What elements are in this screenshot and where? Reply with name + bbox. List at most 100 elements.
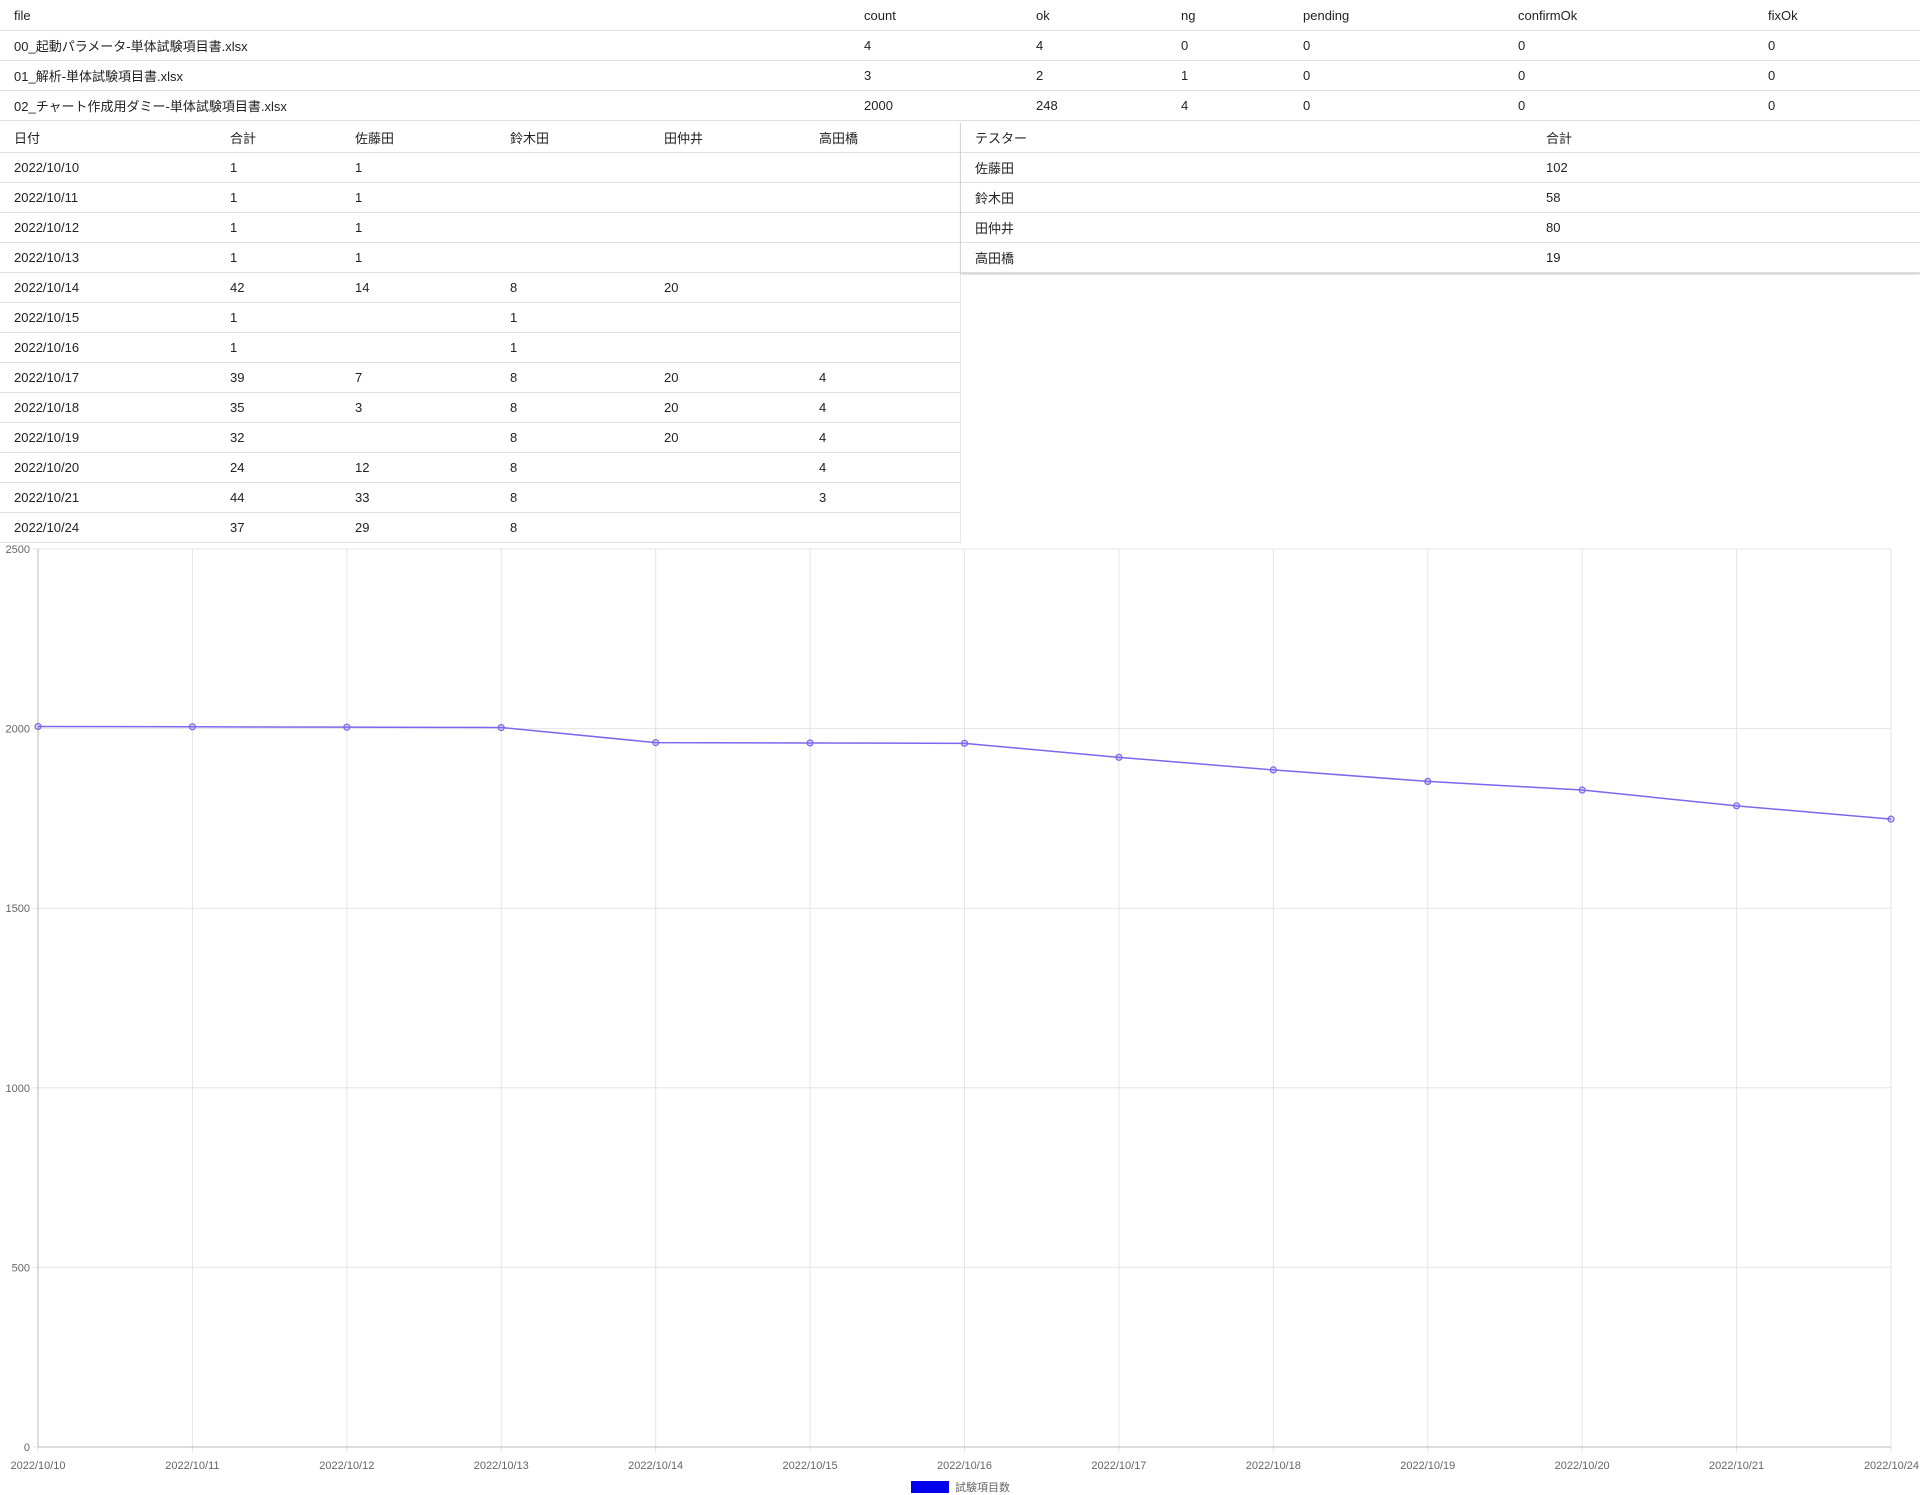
daily-cell: 33 — [341, 482, 496, 513]
file-cell: 0 — [1504, 90, 1754, 121]
file-cell: 248 — [1022, 90, 1167, 121]
file-cell: 4 — [1022, 30, 1167, 61]
daily-cell — [805, 182, 960, 213]
data-point — [1115, 753, 1123, 761]
daily-cell: 1 — [341, 242, 496, 273]
daily-cell: 1 — [216, 182, 341, 213]
file-cell: 1 — [1167, 60, 1289, 91]
data-point — [1732, 802, 1741, 810]
daily-cell: 1 — [496, 332, 650, 363]
tester-cell: 田仲井 — [961, 212, 1532, 243]
file-table-row: 00_起動パラメータ-単体試験項目書.xlsx 4 4 0 0 0 0 — [0, 30, 1920, 61]
file-cell: 0 — [1504, 30, 1754, 61]
data-point — [497, 723, 505, 732]
daily-cell: 2022/10/17 — [0, 362, 216, 393]
daily-cell: 24 — [216, 452, 341, 483]
file-cell: 0 — [1754, 30, 1920, 61]
daily-cell — [650, 152, 805, 183]
daily-table-row: 2022/10/20 24 12 8 4 — [0, 452, 960, 483]
daily-table-row: 2022/10/15 1 1 — [0, 302, 960, 333]
x-tick-label: 2022/10/17 — [1091, 1460, 1146, 1472]
daily-cell: 8 — [496, 422, 650, 453]
file-cell: 01_解析-単体試験項目書.xlsx — [0, 60, 850, 91]
daily-cell: 2022/10/21 — [0, 482, 216, 513]
daily-cell: 39 — [216, 362, 341, 393]
daily-cell: 8 — [496, 272, 650, 303]
daily-cell: 8 — [496, 452, 650, 483]
tester-table-row: 鈴木田 58 — [961, 182, 1920, 213]
daily-cell — [805, 272, 960, 303]
daily-cell — [650, 512, 805, 543]
x-tick-label: 2022/10/14 — [628, 1460, 683, 1472]
tester-cell: 佐藤田 — [961, 152, 1532, 183]
file-header-cell: pending — [1289, 0, 1504, 31]
daily-cell: 29 — [341, 512, 496, 543]
y-tick-label: 0 — [24, 1442, 30, 1454]
daily-table-row: 2022/10/18 35 3 8 20 4 — [0, 392, 960, 423]
daily-cell: 2022/10/16 — [0, 332, 216, 363]
tester-table-body: 佐藤田 102 鈴木田 58 田仲井 80 高田橋 19 — [961, 152, 1920, 273]
y-tick-label: 1000 — [6, 1083, 30, 1095]
daily-table-row: 2022/10/17 39 7 8 20 4 — [0, 362, 960, 393]
y-tick-label: 2500 — [6, 544, 30, 556]
daily-cell — [496, 152, 650, 183]
daily-cell — [650, 482, 805, 513]
tester-cell: 高田橋 — [961, 242, 1532, 273]
tester-table-row: 佐藤田 102 — [961, 152, 1920, 183]
daily-cell — [805, 302, 960, 333]
daily-cell: 2022/10/18 — [0, 392, 216, 423]
x-tick-label: 2022/10/19 — [1400, 1460, 1455, 1472]
data-point — [1269, 766, 1277, 774]
tester-cell: 58 — [1532, 182, 1920, 213]
tester-table-row: 高田橋 19 — [961, 242, 1920, 273]
daily-header-cell: 田仲井 — [650, 122, 805, 153]
daily-cell — [341, 302, 496, 333]
daily-header-cell: 日付 — [0, 122, 216, 153]
daily-cell: 44 — [216, 482, 341, 513]
series-line — [37, 725, 1892, 820]
daily-cell: 2022/10/11 — [0, 182, 216, 213]
daily-cell — [650, 212, 805, 243]
daily-cell: 32 — [216, 422, 341, 453]
tester-header-cell: 合計 — [1532, 122, 1920, 153]
data-point — [1887, 815, 1895, 823]
tester-header-cell: テスター — [961, 122, 1532, 153]
daily-results-table: 日付 合計 佐藤田 鈴木田 田仲井 高田橋 2022/10/10 1 1 2022/10/11 1… — [0, 122, 961, 543]
daily-cell: 12 — [341, 452, 496, 483]
legend-swatch — [911, 1481, 949, 1493]
file-header-cell: file — [0, 0, 850, 31]
daily-cell: 3 — [805, 482, 960, 513]
daily-cell: 3 — [341, 392, 496, 423]
data-point — [652, 739, 660, 747]
daily-cell: 1 — [341, 212, 496, 243]
x-tick-label: 2022/10/21 — [1709, 1460, 1764, 1472]
daily-cell: 20 — [650, 422, 805, 453]
daily-cell: 20 — [650, 362, 805, 393]
daily-table-row: 2022/10/14 42 14 8 20 — [0, 272, 960, 303]
x-tick-label: 2022/10/24 — [1864, 1460, 1919, 1472]
file-table-row: 02_チャート作成用ダミー-単体試験項目書.xlsx 2000 248 4 0 0 0 — [0, 90, 1920, 121]
file-cell: 00_起動パラメータ-単体試験項目書.xlsx — [0, 30, 850, 61]
daily-cell — [805, 212, 960, 243]
daily-cell: 1 — [341, 152, 496, 183]
daily-table-row: 2022/10/12 1 1 — [0, 212, 960, 243]
daily-cell: 1 — [216, 212, 341, 243]
file-cell: 4 — [850, 30, 1022, 61]
daily-cell: 14 — [341, 272, 496, 303]
daily-cell: 4 — [805, 362, 960, 393]
chart-legend[interactable]: 試験項目数 — [911, 1480, 1010, 1494]
daily-cell: 4 — [805, 392, 960, 423]
file-header-cell: ng — [1167, 0, 1289, 31]
file-cell: 0 — [1289, 30, 1504, 61]
daily-cell: 42 — [216, 272, 341, 303]
file-cell: 2 — [1022, 60, 1167, 91]
data-point — [1424, 777, 1432, 786]
daily-cell: 1 — [496, 302, 650, 333]
file-table-body: 00_起動パラメータ-単体試験項目書.xlsx 4 4 0 0 0 0 01_解析-単体試験項… — [0, 30, 1920, 121]
daily-cell — [496, 242, 650, 273]
daily-cell: 4 — [805, 452, 960, 483]
daily-cell: 2022/10/10 — [0, 152, 216, 183]
file-header-cell: fixOk — [1754, 0, 1920, 31]
daily-cell: 2022/10/24 — [0, 512, 216, 543]
daily-cell: 2022/10/20 — [0, 452, 216, 483]
